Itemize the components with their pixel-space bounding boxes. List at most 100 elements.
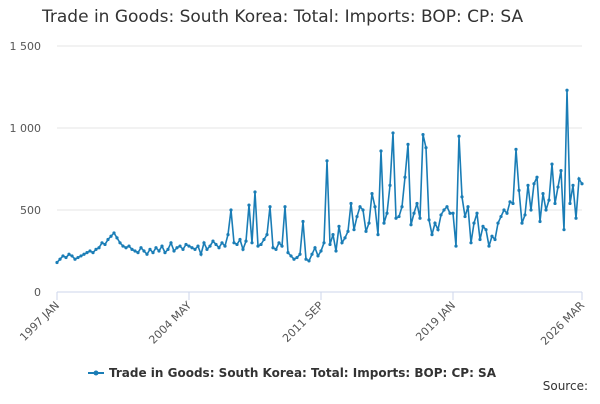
- data-point: [298, 252, 302, 256]
- data-point: [556, 185, 560, 189]
- data-point: [517, 188, 521, 192]
- data-point: [469, 241, 473, 245]
- data-point: [337, 224, 341, 228]
- x-tick-label: 1997 JAN: [17, 299, 62, 344]
- data-point: [448, 211, 452, 215]
- data-point: [232, 241, 236, 245]
- data-point: [328, 242, 332, 247]
- data-point: [391, 131, 395, 135]
- data-point: [334, 249, 338, 253]
- data-point: [112, 231, 116, 235]
- data-point: [502, 208, 506, 212]
- data-point: [172, 249, 176, 253]
- data-point: [418, 216, 422, 220]
- data-point: [358, 205, 362, 209]
- chart-title: Trade in Goods: South Korea: Total: Impo…: [41, 7, 523, 27]
- data-point: [226, 233, 230, 237]
- data-point: [319, 249, 323, 253]
- data-point: [364, 229, 368, 233]
- data-point: [271, 246, 275, 250]
- data-point: [388, 183, 392, 187]
- data-point: [340, 241, 344, 245]
- data-point: [505, 211, 509, 215]
- data-point: [97, 246, 101, 250]
- data-point: [85, 251, 89, 255]
- data-point: [361, 208, 365, 212]
- data-point: [178, 244, 182, 248]
- data-point: [103, 242, 107, 247]
- data-point: [304, 257, 308, 261]
- data-point: [121, 244, 125, 248]
- x-tick-label: 2011 SEP: [280, 299, 326, 345]
- data-point: [91, 251, 95, 255]
- data-point: [394, 216, 398, 220]
- data-point: [442, 208, 446, 212]
- data-point: [268, 205, 272, 209]
- data-point: [490, 234, 494, 238]
- data-point: [223, 244, 227, 248]
- data-point: [439, 213, 443, 217]
- data-point: [475, 211, 479, 215]
- y-tick-label: 1 500: [10, 40, 42, 53]
- data-point: [109, 234, 113, 238]
- data-point: [61, 254, 65, 258]
- data-point: [433, 221, 437, 225]
- data-point: [199, 252, 203, 256]
- data-point: [316, 254, 320, 258]
- data-point: [424, 146, 428, 150]
- data-point: [523, 213, 527, 217]
- data-point: [136, 251, 140, 255]
- data-point: [451, 211, 455, 215]
- data-point: [382, 221, 386, 225]
- data-point: [145, 252, 149, 256]
- data-point: [124, 246, 128, 250]
- data-point: [214, 242, 218, 247]
- data-point: [457, 134, 461, 138]
- data-point: [73, 257, 77, 261]
- data-point: [274, 247, 278, 251]
- data-point: [508, 200, 512, 204]
- data-point: [532, 182, 536, 186]
- data-point: [511, 201, 515, 206]
- data-point: [211, 239, 215, 243]
- data-point: [346, 229, 350, 233]
- x-tick-label: 2026 MAR: [538, 299, 587, 348]
- data-point: [88, 249, 92, 253]
- data-point: [133, 249, 137, 253]
- data-point: [349, 201, 353, 206]
- data-point: [235, 242, 239, 247]
- data-point: [208, 244, 212, 248]
- series-line: [56, 90, 583, 264]
- data-point: [499, 214, 503, 219]
- data-point: [559, 169, 563, 173]
- data-point: [82, 252, 86, 256]
- data-point: [352, 228, 356, 232]
- data-point: [166, 247, 170, 251]
- data-point: [493, 237, 497, 242]
- data-point: [379, 149, 383, 153]
- data-point: [370, 192, 374, 196]
- data-point: [547, 198, 551, 202]
- data-point: [466, 205, 470, 209]
- data-point: [460, 195, 464, 199]
- data-point: [487, 244, 491, 248]
- data-point: [250, 241, 254, 245]
- data-point: [541, 192, 545, 196]
- data-point: [496, 221, 500, 225]
- data-point: [262, 237, 266, 242]
- data-point: [67, 252, 71, 256]
- data-point: [259, 242, 263, 247]
- data-point: [484, 228, 488, 232]
- data-point: [412, 211, 416, 215]
- data-point: [163, 251, 167, 255]
- data-point: [292, 257, 296, 261]
- data-point: [481, 224, 485, 228]
- data-point: [217, 246, 221, 250]
- data-point: [175, 246, 179, 250]
- data-point: [118, 241, 122, 245]
- data-point: [454, 244, 458, 248]
- data-point: [148, 247, 152, 251]
- data-point: [580, 182, 584, 186]
- data-point: [313, 246, 317, 250]
